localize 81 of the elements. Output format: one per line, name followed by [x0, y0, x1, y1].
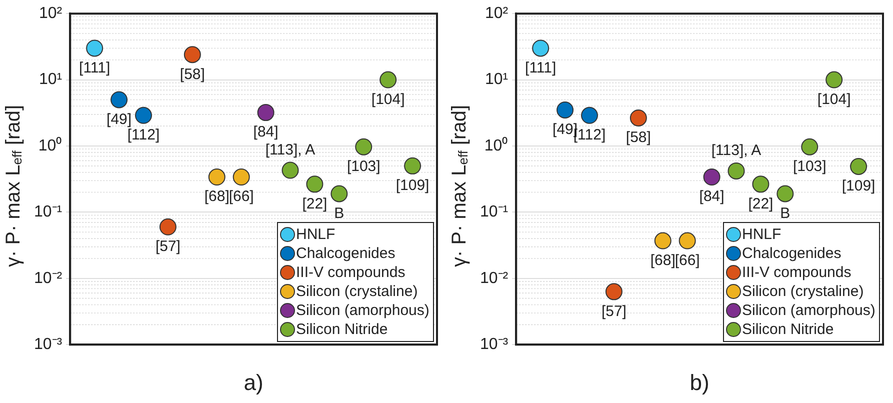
legend-label: Silicon (amorphous) [296, 302, 430, 319]
annotation: [22] [302, 195, 328, 212]
point [532, 40, 550, 57]
y-tick-label: 10⁻² [480, 270, 509, 287]
annotation: [113], A [711, 142, 762, 160]
y-tick-label: 10⁻³ [34, 336, 63, 354]
annotation: B [334, 204, 344, 222]
legend-label: Chalcogenides [296, 244, 396, 262]
annotation: [84] [699, 188, 724, 206]
point [257, 104, 274, 122]
point [605, 283, 622, 300]
point [752, 176, 770, 193]
legend-label: Silicon (amorphous) [742, 302, 876, 319]
annotation: [103] [792, 158, 826, 176]
annotation: [109] [396, 177, 430, 194]
annotation: [84] [253, 124, 278, 141]
x-axis-title: b) [690, 370, 710, 395]
point [306, 176, 324, 193]
legend-label: Silicon (crystaline) [296, 282, 418, 300]
annotation: [22] [748, 195, 774, 212]
y-tick-label: 10⁻² [34, 270, 63, 287]
annotation: [103] [346, 158, 380, 176]
point [208, 168, 226, 186]
y-tick-label: 10¹ [39, 71, 62, 88]
legend-label: III-V compounds [296, 264, 406, 281]
annotation: B [780, 204, 790, 222]
point [404, 157, 422, 174]
point [703, 168, 720, 186]
point [556, 101, 574, 118]
y-tick-label: 10² [485, 5, 509, 22]
annotation: [113], A [265, 141, 316, 158]
annotation: [109] [842, 178, 876, 195]
annotation: [111] [525, 59, 556, 76]
point [630, 109, 647, 126]
annotation: [49] [106, 110, 132, 128]
annotation: [58] [180, 66, 205, 83]
annotation: [104] [371, 90, 405, 108]
point [728, 162, 745, 180]
point [86, 40, 104, 57]
legend-label: Silicon (crystaline) [742, 282, 864, 300]
point [776, 185, 794, 202]
legend-label: Silicon Nitride [742, 320, 834, 338]
point [184, 46, 201, 64]
y-tick-label: 10⁻¹ [480, 204, 508, 221]
point [380, 71, 397, 88]
point [801, 138, 818, 156]
y-tick-label: 10⁰ [484, 136, 508, 154]
annotation: [66] [674, 252, 700, 269]
legend-label: III-V compounds [742, 264, 852, 281]
point [159, 218, 176, 236]
point [330, 185, 348, 202]
annotation: [68] [204, 188, 230, 206]
y-tick-label: 10⁰ [38, 136, 62, 154]
point [654, 232, 672, 250]
annotation: [58] [626, 129, 651, 146]
y-tick-label: 10⁻¹ [34, 204, 62, 221]
annotation: [57] [601, 302, 626, 320]
point [355, 138, 372, 156]
annotation: [111] [79, 59, 110, 76]
point [678, 232, 696, 250]
legend-label: HNLF [742, 226, 782, 243]
legend-label: HNLF [296, 226, 336, 243]
point [110, 91, 128, 108]
annotation: [68] [650, 252, 676, 269]
y-tick-label: 10⁻³ [480, 336, 509, 354]
y-tick-label: 10² [39, 5, 63, 22]
annotation: [112] [127, 126, 160, 144]
annotation: [57] [155, 238, 180, 256]
annotation: [104] [817, 90, 851, 108]
point [135, 106, 152, 124]
point [232, 168, 250, 186]
y-tick-label: 10¹ [485, 71, 508, 88]
legend-label: Chalcogenides [742, 244, 842, 262]
legend-label: Silicon Nitride [296, 320, 388, 338]
point [850, 158, 868, 176]
point [826, 71, 843, 88]
point [581, 106, 598, 124]
x-axis-title: a) [244, 370, 264, 395]
point [282, 162, 299, 179]
annotation: [66] [228, 188, 254, 206]
annotation: [49] [552, 121, 578, 138]
